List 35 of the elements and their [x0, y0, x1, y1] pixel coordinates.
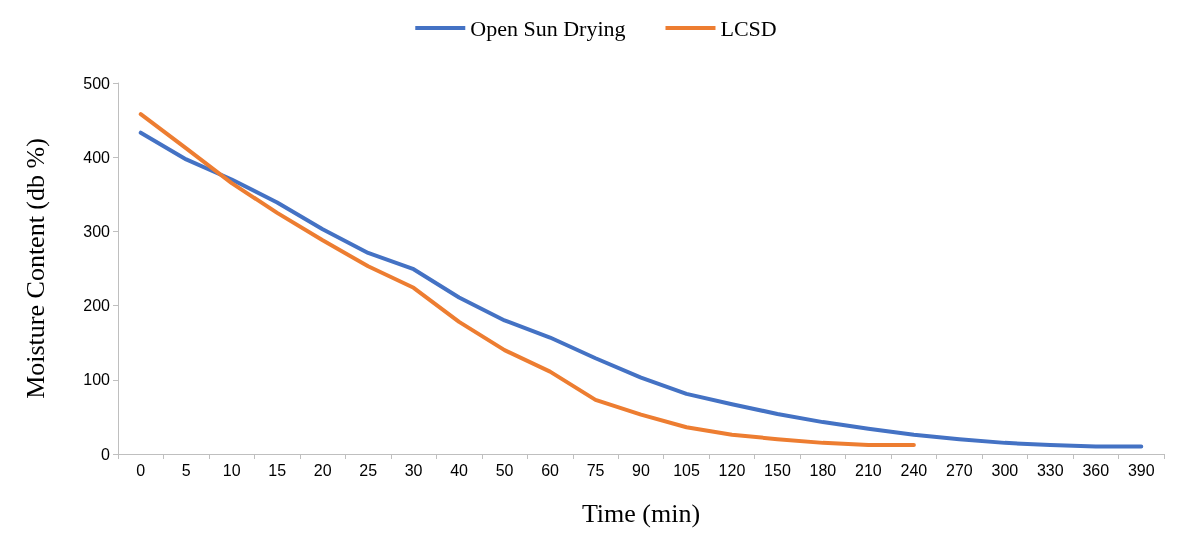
x-tick-label: 390 — [1127, 461, 1155, 479]
x-tick-label: 10 — [222, 461, 241, 479]
legend-label: Open Sun Drying — [470, 15, 626, 41]
line-series — [138, 112, 916, 448]
y-tick-label: 200 — [83, 297, 111, 315]
y-tick-label: 500 — [83, 74, 111, 92]
x-tick-label: 5 — [181, 461, 191, 479]
x-tick-label: 90 — [632, 461, 650, 479]
x-tick-label: 60 — [541, 461, 560, 479]
x-tick-label: 50 — [495, 461, 514, 479]
x-tick-label: 30 — [404, 461, 423, 479]
x-tick-label: 240 — [900, 461, 928, 479]
x-tick-label: 210 — [855, 461, 882, 479]
y-tick-label: 300 — [83, 222, 111, 240]
y-tick-label: 100 — [83, 371, 111, 389]
x-tick-label: 105 — [673, 461, 700, 479]
x-tick-label: 300 — [991, 461, 1019, 479]
x-tick-label: 330 — [1036, 461, 1064, 479]
x-tick-label: 40 — [450, 461, 469, 479]
x-tick-label: 75 — [586, 461, 605, 479]
y-axis-title: Moisture Content (db %) — [20, 138, 50, 399]
x-tick-label: 270 — [946, 461, 973, 479]
x-tick-label: 360 — [1082, 461, 1110, 479]
x-tick-label: 20 — [313, 461, 332, 479]
x-tick-label: 180 — [809, 461, 837, 479]
legend-label: LCSD — [720, 15, 777, 41]
x-axis-title: Time (min) — [581, 498, 701, 528]
y-tick-label: 400 — [83, 148, 111, 166]
x-tick-label: 25 — [359, 461, 378, 479]
x-tick-label: 150 — [764, 461, 791, 479]
y-tick-label: 0 — [101, 445, 111, 463]
x-tick-label: 120 — [718, 461, 746, 479]
line-series — [138, 130, 1144, 449]
x-tick-label: 0 — [136, 461, 146, 479]
x-tick-label: 15 — [268, 461, 287, 479]
